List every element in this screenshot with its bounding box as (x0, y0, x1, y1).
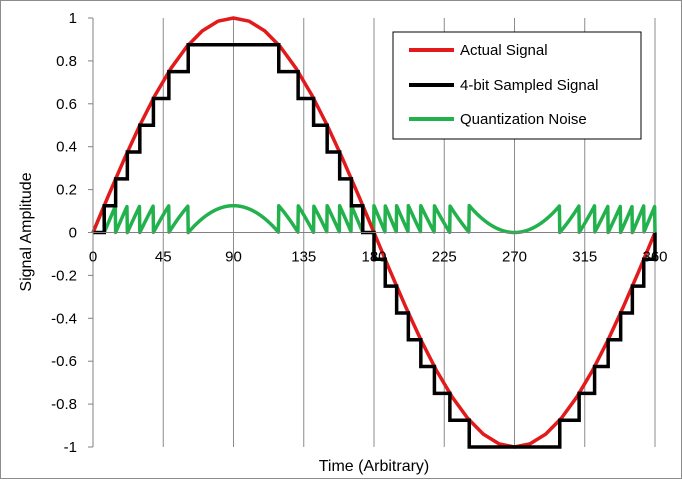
y-tick-label: -0.4 (51, 310, 77, 327)
y-tick-label: 0.8 (56, 53, 77, 70)
legend-label-actual: Actual Signal (460, 42, 548, 59)
x-tick-label: 270 (502, 249, 527, 266)
y-tick-label: 0 (69, 225, 77, 242)
x-tick-label: 90 (225, 249, 242, 266)
y-tick-label: -0.8 (51, 396, 77, 413)
series-line-quantization-noise (91, 203, 657, 235)
y-tick-label: -0.2 (51, 267, 77, 284)
legend-label-sampled: 4-bit Sampled Signal (460, 77, 598, 94)
legend-label-noise: Quantization Noise (460, 111, 587, 128)
y-axis-title: Signal Amplitude (18, 172, 35, 291)
series-line-4-bit-sampled-signal (93, 43, 657, 449)
y-tick-label: 0.2 (56, 182, 77, 199)
x-tick-label: 315 (572, 249, 597, 266)
y-tick-label: 1 (69, 10, 77, 27)
y-tick-label: -0.6 (51, 353, 77, 370)
y-tick-label: 0.6 (56, 96, 77, 113)
x-tick-label: 225 (432, 249, 457, 266)
legend: Actual Signal 4-bit Sampled Signal Quant… (392, 31, 642, 140)
x-axis-title: Time (Arbitrary) (319, 458, 430, 475)
x-tick-label: 0 (89, 249, 97, 266)
y-tick-label: -1 (64, 439, 77, 456)
x-tick-label: 180 (361, 249, 386, 266)
y-tick-label: 0.4 (56, 139, 77, 156)
x-tick-label: 45 (155, 249, 172, 266)
x-tick-label: 360 (642, 249, 667, 266)
tick-labels: -1 -0.8 -0.6 -0.4 -0.2 0 0.2 0.4 0.6 0.8 1 0 45 90 135… (51, 10, 667, 456)
x-tick-label: 135 (291, 249, 316, 266)
